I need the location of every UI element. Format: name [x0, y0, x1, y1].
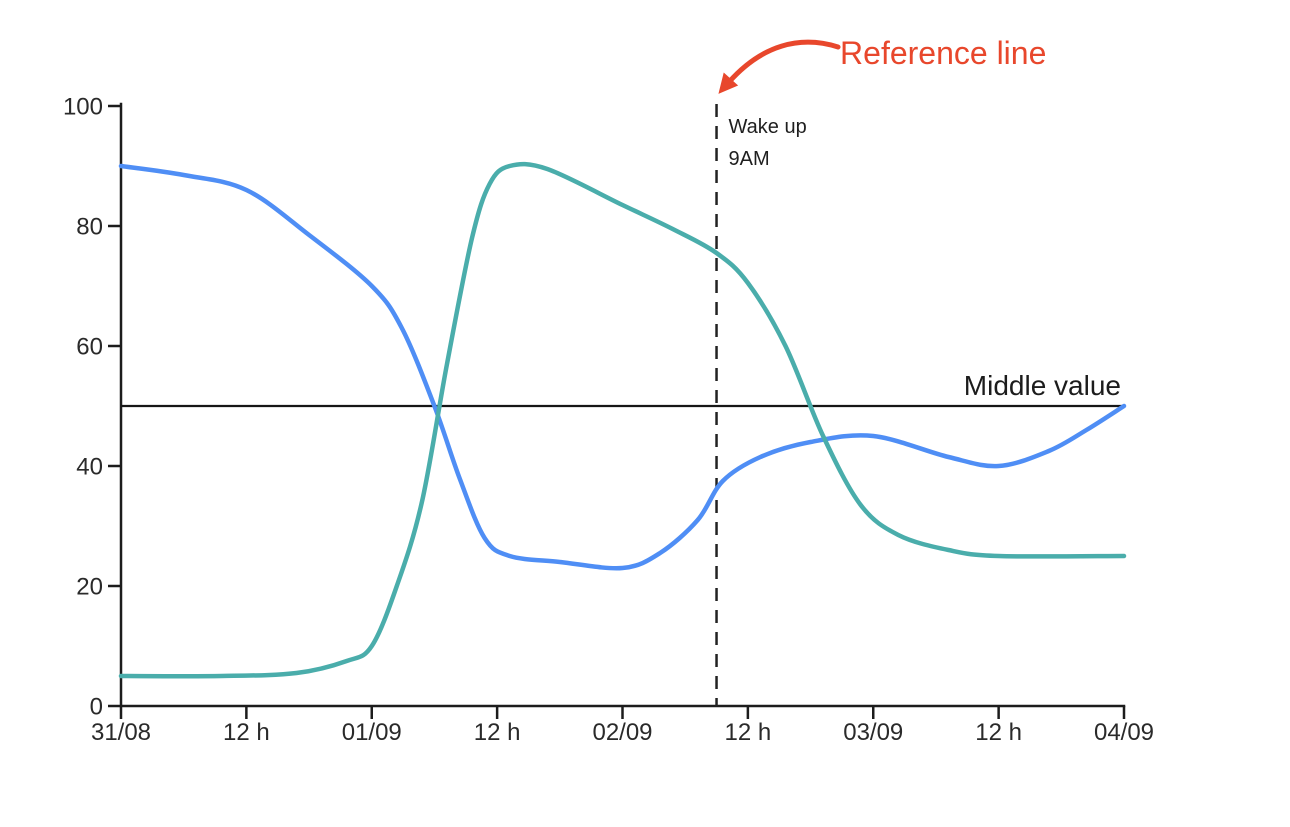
series-teal	[118, 161, 1127, 679]
y-tick-label: 40	[76, 454, 103, 481]
x-tick-label: 03/09	[843, 719, 903, 746]
x-ticks: 31/08 12 h 01/09 12 h 02/09 12 h 03/09 12 h 04/0…	[91, 706, 1154, 746]
x-tick-label: 12 h	[223, 719, 270, 746]
y-tick-label: 20	[76, 574, 103, 601]
middle-value-label: Middle value	[964, 370, 1121, 401]
wakeup-label-line2: 9AM	[729, 148, 770, 170]
x-tick-label: 12 h	[725, 719, 772, 746]
x-tick-label: 12 h	[975, 719, 1022, 746]
x-tick-label: 01/09	[342, 719, 402, 746]
x-tick-label: 31/08	[91, 719, 151, 746]
y-tick-label: 80	[76, 214, 103, 241]
x-tick-label: 12 h	[474, 719, 521, 746]
callout-arrowhead-icon	[718, 72, 739, 94]
y-tick-label: 60	[76, 334, 103, 361]
y-tick-label: 100	[63, 94, 103, 121]
x-tick-label: 04/09	[1094, 719, 1154, 746]
series-blue	[118, 163, 1127, 571]
callout-arrow	[726, 39, 841, 85]
x-tick-label: 02/09	[592, 719, 652, 746]
y-tick-label: 0	[90, 694, 103, 721]
y-ticks: 0 20 40 60 80 100	[63, 94, 121, 721]
wakeup-label-line1: Wake up	[729, 116, 807, 138]
callout-label: Reference line	[840, 35, 1046, 71]
